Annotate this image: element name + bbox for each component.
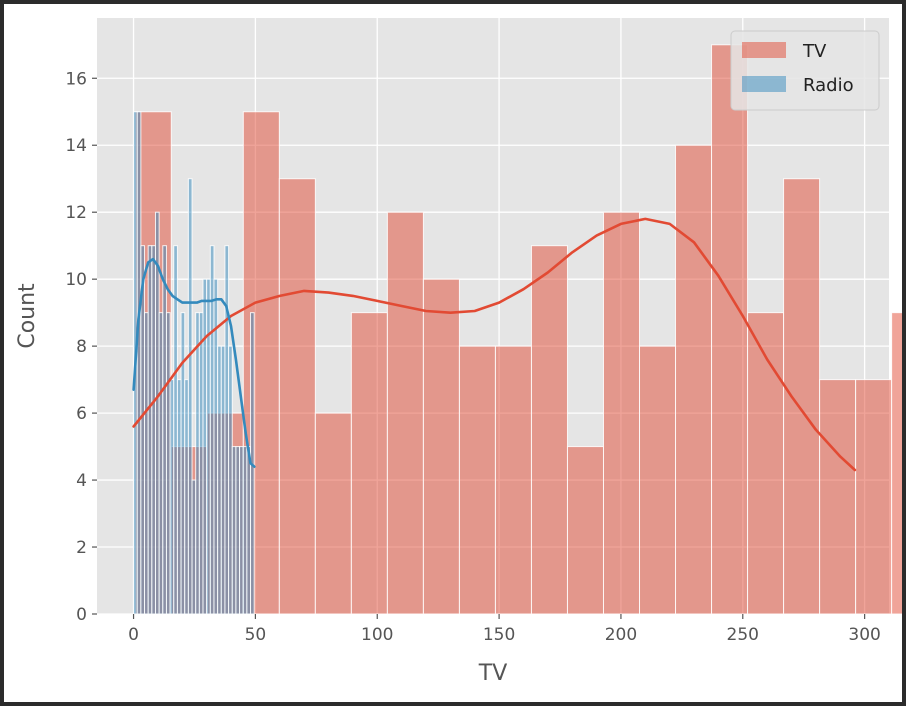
x-axis-label: TV bbox=[478, 661, 508, 686]
radio-bar bbox=[235, 446, 241, 615]
radio-bar bbox=[220, 345, 226, 615]
tv-bar bbox=[602, 211, 641, 615]
x-tick-label: 100 bbox=[361, 625, 393, 645]
x-tick-label: 50 bbox=[245, 625, 267, 645]
radio-bar bbox=[246, 446, 252, 615]
y-tick-label: 4 bbox=[76, 471, 87, 491]
tv-bar bbox=[422, 278, 460, 615]
radio-kde-line bbox=[132, 257, 256, 469]
radio-bar bbox=[173, 245, 178, 615]
radio-bar bbox=[224, 245, 230, 615]
radio-bar bbox=[202, 278, 208, 615]
tv-bar bbox=[350, 312, 388, 615]
tv-bar bbox=[530, 245, 568, 615]
tv-bar bbox=[855, 379, 893, 615]
tv-bar bbox=[278, 178, 316, 615]
x-tick-label: 250 bbox=[727, 625, 759, 645]
y-tick-label: 12 bbox=[65, 203, 87, 223]
x-tick-label: 150 bbox=[483, 625, 515, 645]
x-tick-label: 300 bbox=[848, 625, 880, 645]
radio-bar bbox=[191, 479, 197, 615]
x-tick-label: 200 bbox=[605, 625, 637, 645]
tv-bar bbox=[458, 345, 496, 615]
tv-bar bbox=[747, 312, 785, 615]
tv-bar bbox=[819, 379, 857, 615]
x-tick-label: 0 bbox=[128, 625, 139, 645]
bars bbox=[133, 44, 902, 615]
radio-bar bbox=[228, 345, 233, 615]
legend-swatch-tv bbox=[742, 42, 786, 58]
radio-bar bbox=[151, 245, 156, 615]
radio-bar bbox=[136, 111, 142, 615]
radio-bar bbox=[180, 312, 186, 615]
tv-bar bbox=[783, 178, 821, 615]
radio-bar bbox=[154, 211, 160, 615]
y-tick-label: 8 bbox=[76, 337, 87, 357]
radio-bar bbox=[176, 379, 182, 615]
radio-bar bbox=[198, 312, 204, 615]
radio-bar bbox=[144, 312, 149, 615]
tv-bar bbox=[891, 312, 902, 615]
tv-bar bbox=[711, 44, 749, 615]
y-tick-label: 14 bbox=[65, 136, 87, 156]
radio-bar bbox=[158, 312, 164, 615]
y-tick-label: 10 bbox=[65, 270, 87, 290]
radio-bar bbox=[195, 312, 200, 615]
legend: TV Radio bbox=[730, 30, 880, 111]
figure: 0 50 100 150 200 250 300 0 2 4 6 8 10 12 14 16 TV Count… bbox=[4, 4, 902, 702]
legend-swatch-radio bbox=[742, 76, 786, 92]
y-axis-label: Count bbox=[15, 283, 40, 349]
radio-bar bbox=[206, 278, 211, 615]
radio-bar bbox=[239, 446, 244, 615]
legend-label-radio: Radio bbox=[803, 75, 854, 96]
tv-bar bbox=[566, 446, 604, 615]
tv-bar bbox=[639, 345, 677, 615]
kde-curves bbox=[132, 217, 857, 472]
radio-bar bbox=[162, 245, 167, 615]
tv-kde-line bbox=[132, 217, 857, 472]
radio-bar bbox=[147, 245, 153, 615]
radio-bar bbox=[242, 446, 248, 615]
y-tick-label: 0 bbox=[76, 605, 87, 625]
tv-bar bbox=[386, 211, 424, 615]
tv-bar bbox=[675, 144, 713, 615]
legend-label-tv: TV bbox=[802, 41, 827, 62]
y-tick-label: 6 bbox=[76, 404, 87, 424]
radio-bar bbox=[169, 379, 175, 615]
y-tick-label: 16 bbox=[65, 69, 87, 89]
radio-bar bbox=[187, 178, 193, 615]
radio-bar bbox=[231, 446, 237, 615]
tv-bar bbox=[314, 412, 352, 615]
chart: 0 50 100 150 200 250 300 0 2 4 6 8 10 12 14 16 TV Count… bbox=[15, 18, 902, 686]
tv-bar bbox=[494, 345, 532, 615]
radio-bar bbox=[217, 345, 222, 615]
radio-bar bbox=[165, 312, 171, 615]
y-tick-label: 2 bbox=[76, 538, 87, 558]
ticks: 0 50 100 150 200 250 300 0 2 4 6 8 10 12 14 16 bbox=[65, 69, 880, 645]
radio-bar bbox=[184, 379, 189, 615]
